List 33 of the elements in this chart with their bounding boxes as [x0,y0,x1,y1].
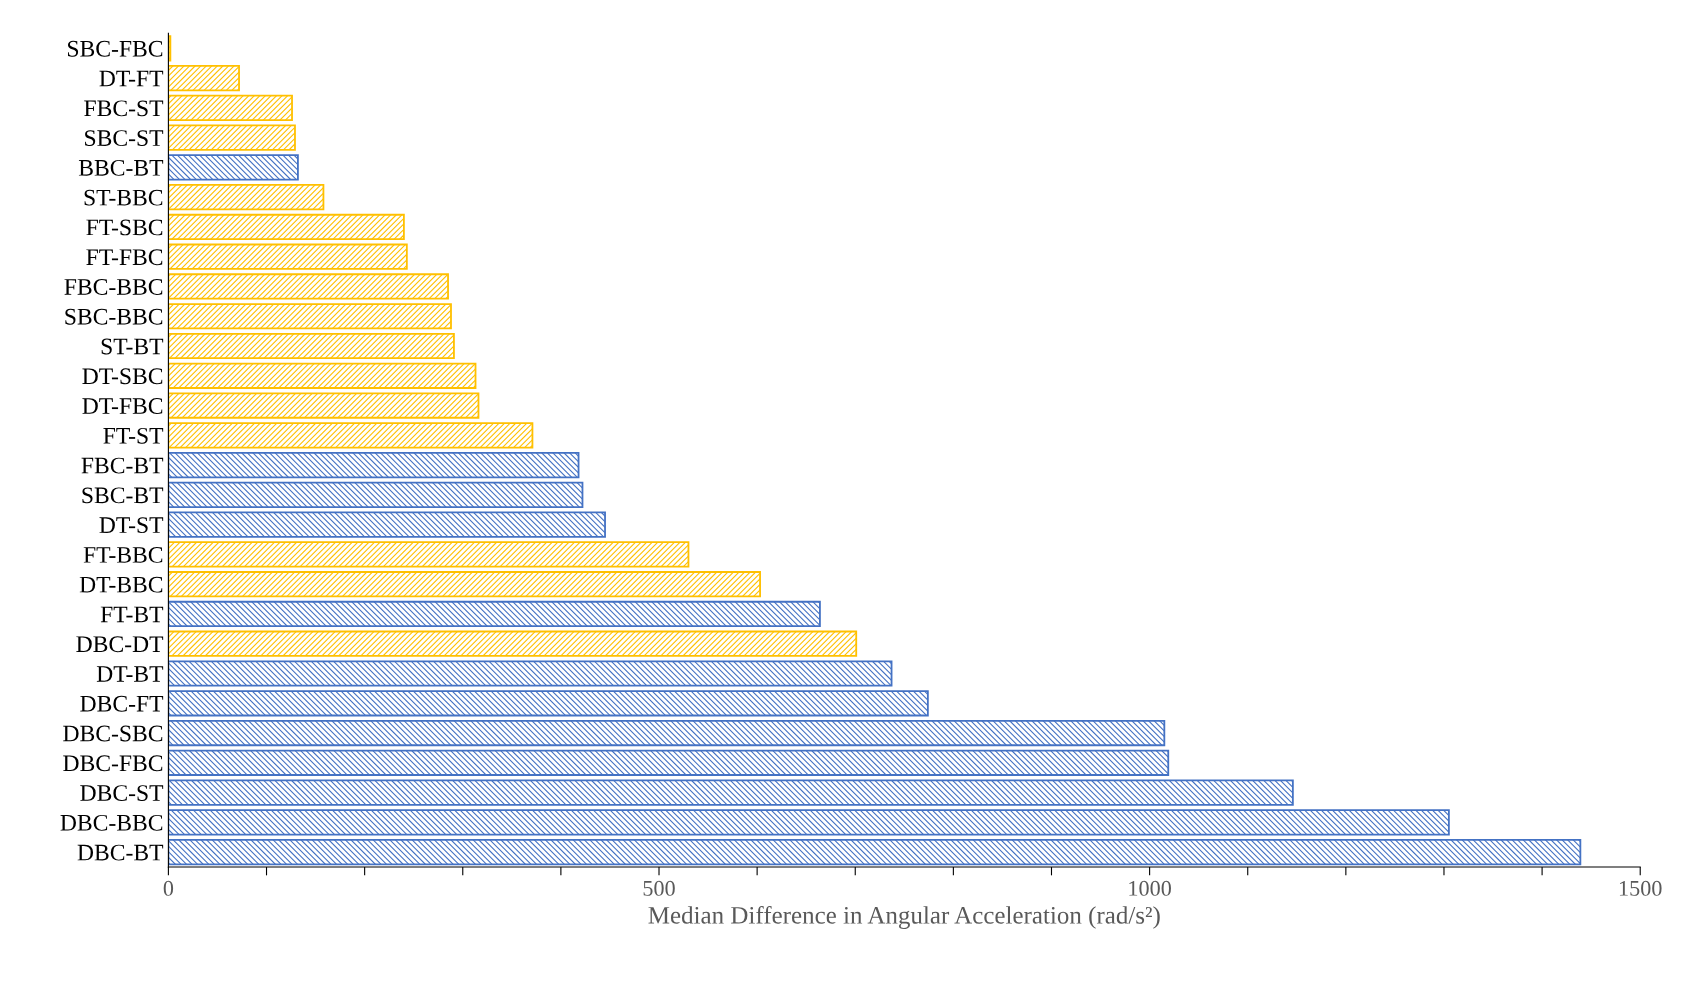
y-tick-label: ST-BBC [84,189,163,206]
y-tick-label: DT-FT [99,70,164,87]
y-tick-label: DT-BT [96,666,164,682]
y-tick-label: FT-SBC [86,219,163,236]
x-tick-label: 1000 [1129,880,1171,896]
y-tick-label: FT-FBC [86,249,163,266]
y-tick-label: FT-ST [103,427,164,444]
y-tick-label: FT-BBC [83,546,163,563]
x-tick-label: 500 [643,880,675,896]
y-tick-label: DT-BBC [79,576,163,593]
y-tick-label: DBC-FT [80,695,164,712]
y-tick-label: FBC-ST [84,100,164,117]
x-axis-title: Median Difference in Angular Acceleration (rad/s²) [648,905,1160,929]
y-tick-label: DBC-ST [80,785,164,801]
y-tick-label: DBC-BT [77,844,164,861]
x-tick-label: 1500 [1619,880,1662,896]
y-tick-label: DT-FBC [82,398,163,414]
y-tick-label: SBC-BT [82,487,164,504]
y-tick-label: FBC-BBC [64,279,163,295]
y-tick-label: FT-BT [100,606,164,623]
y-tick-label: ST-BT [101,338,164,355]
y-tick-label: BBC-BT [78,159,164,176]
y-tick-label: DBC-DT [76,636,164,653]
y-tick-label: DT-SBC [82,368,163,385]
y-tick-label: SBC-BBC [65,308,163,325]
y-tick-label: DT-ST [99,517,164,534]
y-tick-label: DBC-FBC [63,755,163,772]
y-tick-label: DBC-BBC [60,814,163,831]
y-tick-label: SBC-FBC [68,40,163,57]
x-tick-label: 0 [163,880,174,896]
y-tick-label: SBC-ST [85,130,164,147]
y-tick-label: DBC-SBC [63,725,163,742]
y-tick-label: FBC-BT [81,457,164,474]
